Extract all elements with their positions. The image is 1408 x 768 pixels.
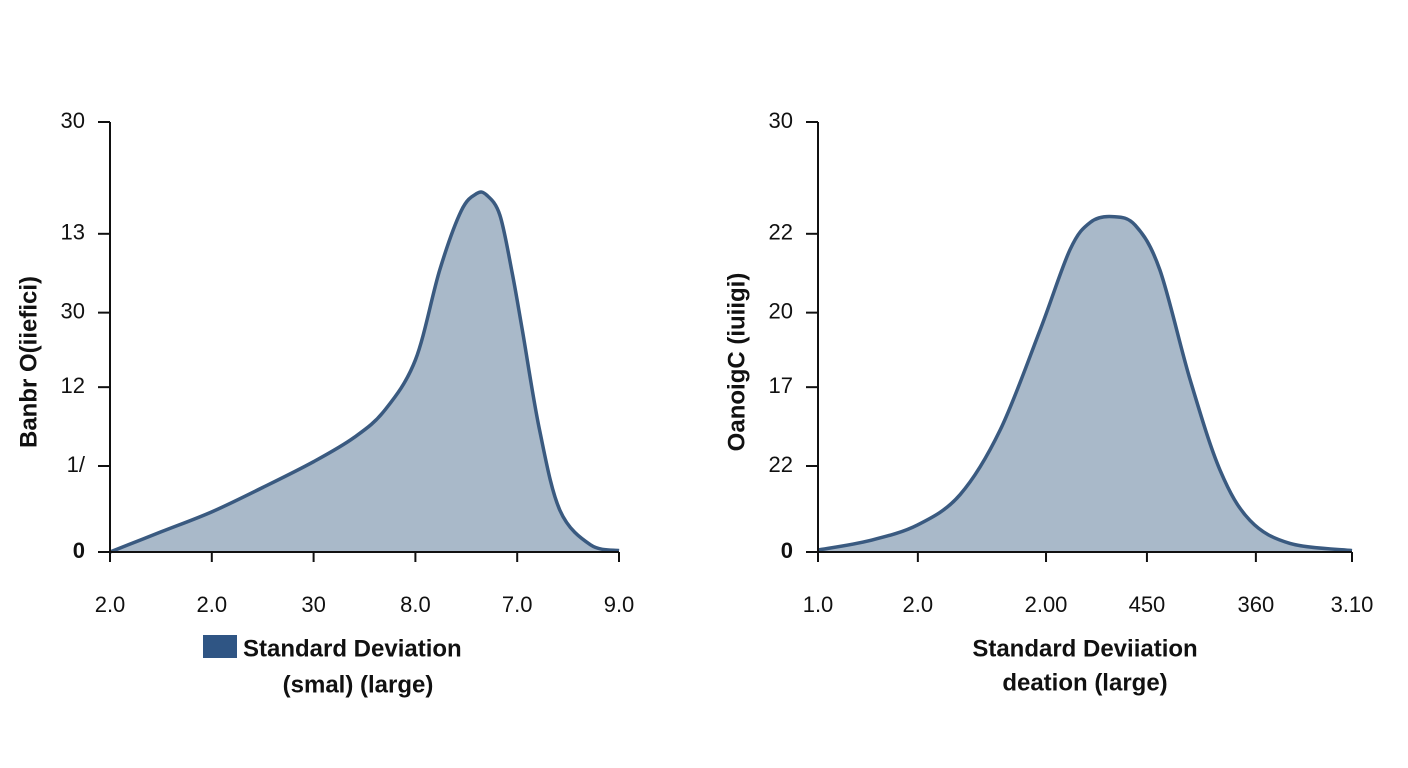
y-tick-label: 22 [769,452,793,477]
x-tick-label: 3.10 [1331,592,1374,617]
x-tick-label: 30 [301,592,325,617]
y-tick-label: 30 [61,108,85,133]
legend-swatch [203,635,237,658]
y-tick-label: 0 [781,538,793,563]
y-tick-label: 0 [73,538,85,563]
x-tick-label: 450 [1129,592,1166,617]
y-tick-label: 22 [769,220,793,245]
x-axis-label: deation (large) [1002,669,1167,696]
x-tick-label: 8.0 [400,592,431,617]
x-tick-label: 9.0 [604,592,635,617]
area-fill [818,216,1352,552]
y-tick-label: 17 [769,373,793,398]
x-axis-label: Standard Deviiation [972,635,1197,662]
x-tick-label: 2.0 [903,592,934,617]
legend-label: Standard Deviation [243,635,462,662]
y-tick-label: 12 [61,373,85,398]
x-tick-label: 7.0 [502,592,533,617]
x-tick-label: 2.0 [197,592,228,617]
y-axis-label: OanoigC (iuiigi) [723,273,750,452]
x-tick-label: 1.0 [803,592,834,617]
y-tick-label: 20 [769,298,793,323]
area-line [817,214,1353,553]
x-tick-label: 360 [1238,592,1275,617]
y-tick-label: 30 [769,108,793,133]
y-axis-label: Banbr O(iiefici) [15,276,42,448]
y-tick-label: 1/ [67,452,86,477]
x-tick-label: 2.00 [1025,592,1068,617]
area-fill [110,191,619,553]
x-axis-label: (smal) (large) [283,671,434,698]
y-tick-label: 13 [61,220,85,245]
y-tick-label: 30 [61,298,85,323]
x-tick-label: 2.0 [95,592,126,617]
area-line [109,190,620,554]
